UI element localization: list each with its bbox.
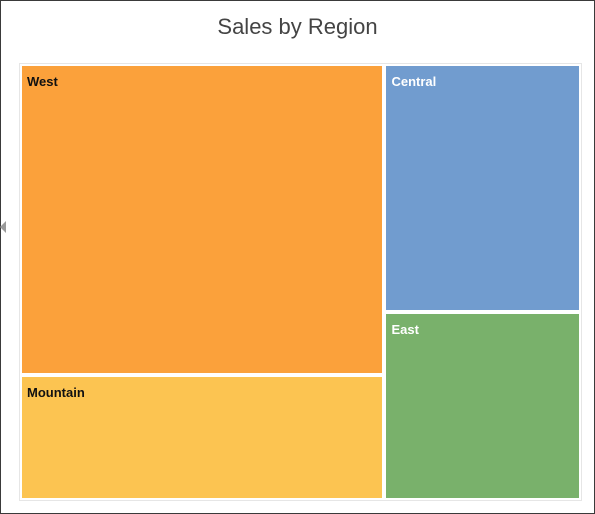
- collapse-arrow-icon[interactable]: [0, 221, 6, 233]
- tile-east[interactable]: East: [386, 314, 579, 498]
- chart-title: Sales by Region: [217, 14, 378, 39]
- tile-label-mountain: Mountain: [27, 384, 85, 400]
- tile-mountain[interactable]: Mountain: [22, 376, 383, 498]
- tile-west[interactable]: West: [22, 66, 383, 373]
- tile-central[interactable]: Central: [386, 66, 579, 311]
- tile-label-west: West: [27, 74, 58, 89]
- treemap-plot: West Mountain Central East: [19, 63, 582, 501]
- tile-label-east: East: [391, 322, 419, 338]
- tile-label-central: Central: [391, 74, 437, 89]
